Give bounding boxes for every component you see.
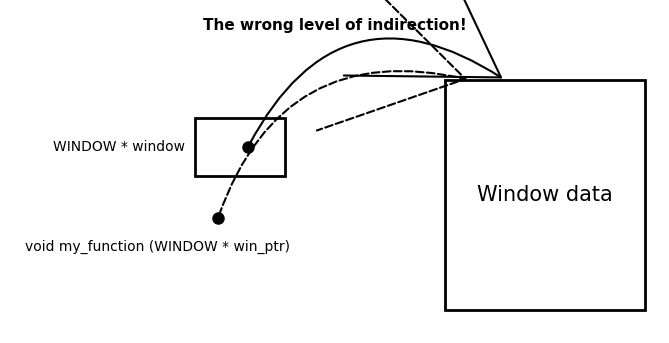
Text: WINDOW * window: WINDOW * window <box>53 140 185 154</box>
Text: Window data: Window data <box>477 185 613 205</box>
Text: void my_function (WINDOW * win_ptr): void my_function (WINDOW * win_ptr) <box>25 240 290 254</box>
Text: The wrong level of indirection!: The wrong level of indirection! <box>203 18 466 33</box>
FancyArrowPatch shape <box>250 0 501 144</box>
Bar <box>195 118 285 176</box>
FancyArrowPatch shape <box>219 0 466 215</box>
Bar <box>445 80 645 310</box>
